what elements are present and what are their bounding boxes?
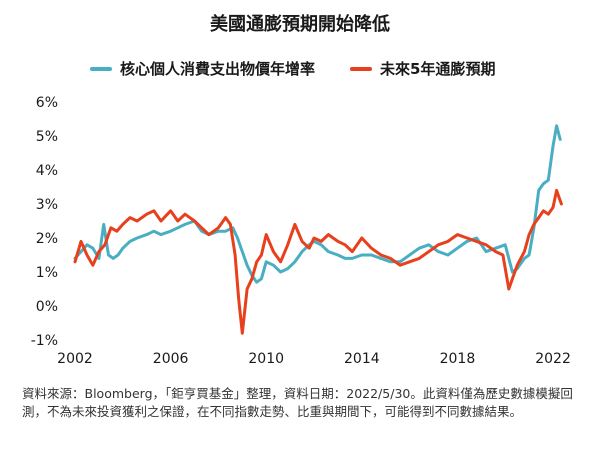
series-line-core-pce <box>73 124 562 284</box>
legend-label-core-pce: 核心個人消費支出物價年增率 <box>120 60 316 78</box>
x-tick-label: 2018 <box>440 351 476 367</box>
y-tick-label: 3% <box>36 197 58 213</box>
series-line-5y-expectation <box>73 188 563 335</box>
legend-swatch-5y-expectation <box>350 66 372 71</box>
legend-label-5y-expectation: 未來5年通膨預期 <box>380 60 496 78</box>
x-tick-label: 2002 <box>57 351 93 367</box>
y-tick-label: -1% <box>31 333 58 349</box>
legend-swatch-core-pce <box>90 66 112 71</box>
chart-title: 美國通膨預期開始降低 <box>210 14 390 35</box>
y-tick-label: 5% <box>36 129 58 145</box>
source-note: 資料來源：Bloomberg，「鉅亨買基金」整理，資料日期：2022/5/30。… <box>22 386 573 419</box>
x-tick-label: 2022 <box>535 351 571 367</box>
x-tick-label: 2014 <box>344 351 380 367</box>
y-tick-label: 0% <box>36 299 58 315</box>
x-tick-label: 2006 <box>153 351 189 367</box>
legend-item-5y-expectation: 未來5年通膨預期 <box>350 58 495 79</box>
y-tick-label: 1% <box>36 265 58 281</box>
y-tick-label: 4% <box>36 163 58 179</box>
x-tick-label: 2010 <box>248 351 284 367</box>
y-tick-label: 6% <box>36 95 58 111</box>
y-tick-label: 2% <box>36 231 58 247</box>
chart-legend: 核心個人消費支出物價年增率 未來5年通膨預期 <box>0 58 600 82</box>
legend-item-core-pce: 核心個人消費支出物價年增率 <box>90 58 315 79</box>
